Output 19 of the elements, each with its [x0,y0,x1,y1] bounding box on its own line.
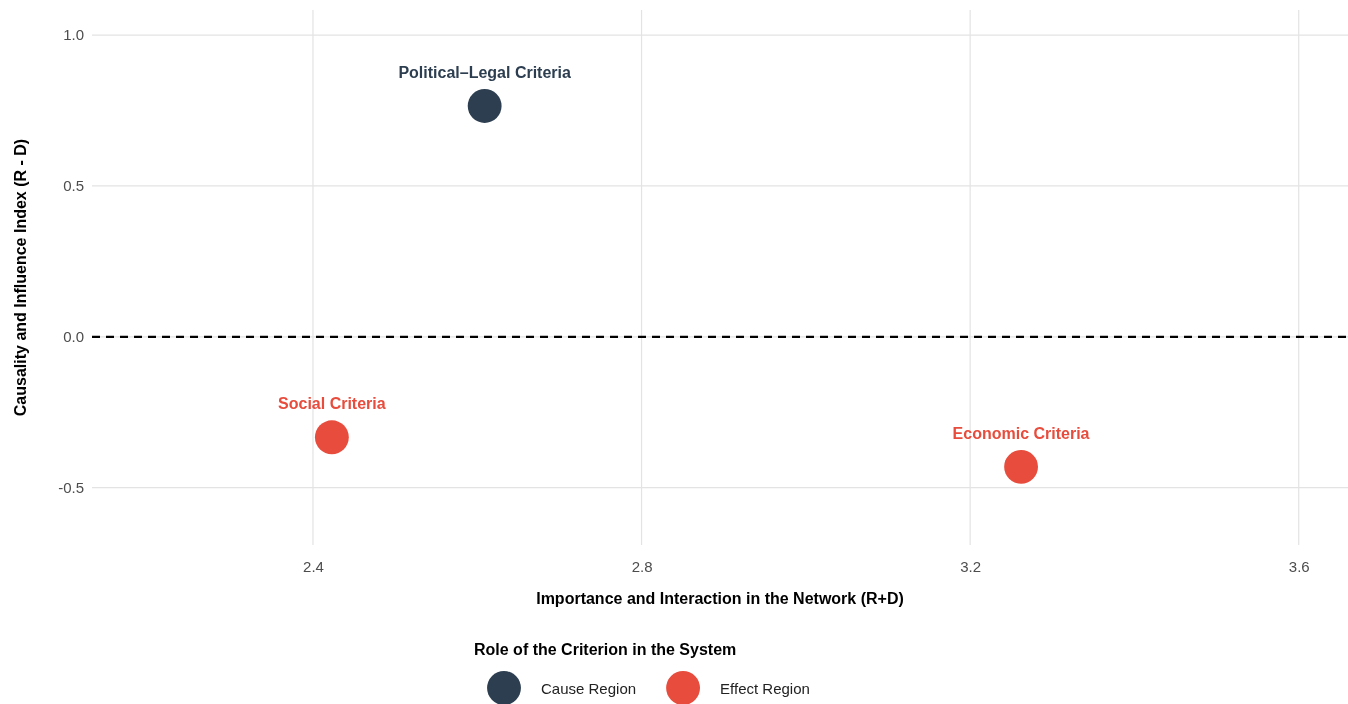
y-tick-label: 0.5 [63,177,84,195]
x-tick-label: 2.8 [631,557,653,575]
legend-title: Role of the Criterion in the System [474,641,737,658]
annotation: Social Criteria [278,395,386,413]
legend-label: Effect Region [720,680,810,697]
y-tick-label: 1.0 [63,26,84,44]
y-tick-label: -0.5 [58,478,84,496]
annotation: Economic Criteria [952,424,1090,442]
x-tick-label: 3.6 [1288,557,1310,575]
point [467,89,502,123]
x-tick-label: 2.4 [303,557,324,575]
point [1004,449,1038,484]
x-axis-title: Importance and Interaction in the Network (R+D) [536,590,904,607]
annotation: Political–Legal Criteria [398,63,572,81]
y-axis-title: Causality and Influence Index (R - D) [12,138,29,417]
legend-label: Cause Region [541,680,637,697]
x-tick-label: 3.2 [960,557,982,575]
y-tick-label: 0.0 [63,328,84,346]
point [314,420,349,455]
